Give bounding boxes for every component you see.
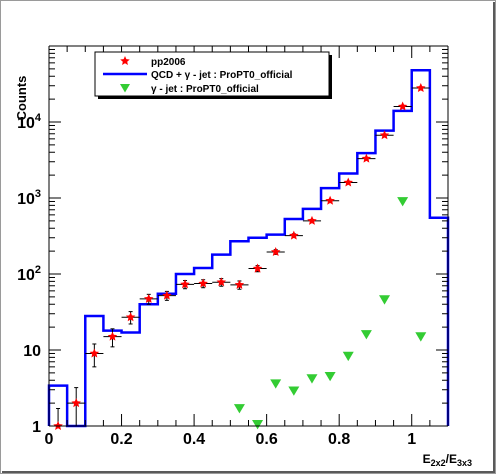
pp2006-point <box>198 278 208 288</box>
plot-area <box>47 46 450 431</box>
pp2006-point <box>307 215 317 225</box>
x-axis-title-sub2: 3x3 <box>457 458 472 468</box>
pp2006-point <box>180 279 190 289</box>
legend-label: QCD + γ - jet : ProPT0_official <box>151 70 293 81</box>
gamma-jet-point <box>306 374 318 384</box>
y-tick-label: 102 <box>17 264 41 284</box>
pp2006-point <box>270 246 281 256</box>
gamma-jet-point <box>397 197 409 207</box>
pp2006-point <box>325 195 335 205</box>
y-tick-base: 10 <box>23 343 41 360</box>
x-axis-title-sub1: 2x2 <box>431 458 446 468</box>
pp2006-point <box>234 279 245 289</box>
pp2006-point <box>107 331 118 341</box>
legend-marker-star <box>120 56 130 66</box>
y-tick-base: 1 <box>32 419 41 436</box>
pp2006-point <box>289 230 299 240</box>
gamma-jet-point <box>270 379 282 389</box>
pp2006-point <box>343 177 354 187</box>
y-tick-base: 10 <box>17 191 35 208</box>
gamma-jet-point <box>288 386 300 396</box>
gamma-jet-point <box>324 371 336 382</box>
pp2006-point <box>143 293 154 303</box>
x-tick-label: 0.2 <box>110 431 132 448</box>
y-tick-exponent: 2 <box>35 264 41 276</box>
gamma-jet-point <box>342 351 354 362</box>
y-tick-label: 104 <box>17 112 42 132</box>
pp2006-point <box>379 130 390 140</box>
legend-label: γ - jet : ProPT0_official <box>151 84 259 95</box>
x-axis-title-mid: /E <box>446 452 457 466</box>
pp2006-point <box>162 290 172 300</box>
gamma-jet-point <box>233 404 245 414</box>
pp2006-point <box>416 83 426 93</box>
legend: pp2006 QCD + γ - jet : ProPT0_official γ -… <box>94 51 332 99</box>
y-axis-title: Counts <box>14 76 29 121</box>
gamma-jet-point <box>415 332 427 342</box>
gamma-jet-point <box>360 330 372 340</box>
pp2006-point <box>71 398 81 408</box>
y-tick-exponent: 4 <box>35 112 42 124</box>
y-tick-exponent: 3 <box>35 188 41 200</box>
x-axis-title: E2x2/E3x3 <box>423 452 472 468</box>
pp2006-point <box>397 101 408 111</box>
y-tick-label: 1 <box>32 419 41 436</box>
x-tick-label: 0.6 <box>256 431 278 448</box>
x-tick-label: 0 <box>45 431 54 448</box>
gamma-jet-point <box>379 295 391 305</box>
legend-label: pp2006 <box>151 57 186 68</box>
x-tick-label: 1 <box>407 431 416 448</box>
gamma-jet-point <box>252 419 264 430</box>
x-tick-label: 0.4 <box>183 431 205 448</box>
pp2006-point <box>216 277 227 287</box>
y-tick-label: 10 <box>23 343 41 360</box>
y-tick-base: 10 <box>17 115 35 132</box>
pp2006-point <box>361 153 372 163</box>
pp2006-point <box>89 348 100 358</box>
pp2006-point <box>252 263 263 273</box>
pp2006-point <box>125 312 136 322</box>
plot-background <box>49 46 448 426</box>
x-tick-label: 0.8 <box>328 431 350 448</box>
legend-marker-triangle <box>120 84 130 93</box>
x-axis-title-main: E <box>423 452 431 466</box>
y-tick-label: 103 <box>17 188 41 208</box>
y-tick-base: 10 <box>17 267 35 284</box>
